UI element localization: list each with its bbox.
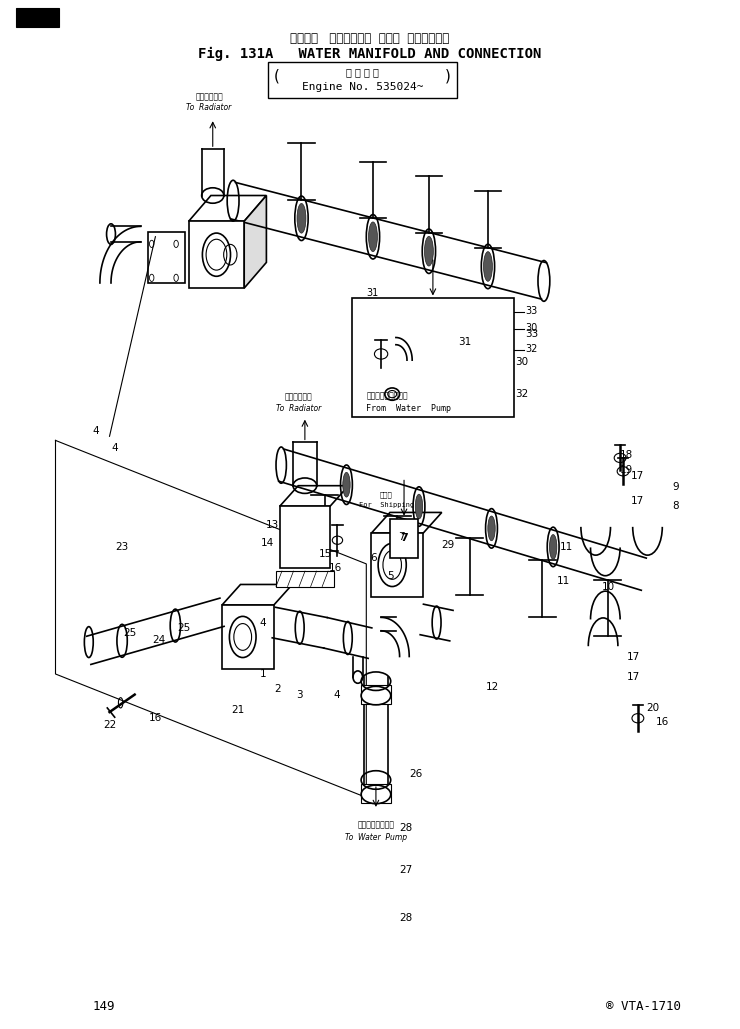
Text: 5: 5 [388, 571, 394, 581]
Polygon shape [280, 486, 349, 506]
Text: 9: 9 [673, 482, 679, 492]
Text: 7: 7 [400, 533, 408, 543]
Text: 16: 16 [656, 717, 669, 728]
Text: ): ) [445, 68, 451, 83]
Text: 21: 21 [232, 705, 245, 715]
Text: 24: 24 [152, 635, 166, 645]
Bar [189, 221, 244, 288]
Text: 30: 30 [525, 323, 538, 333]
Text: 32: 32 [525, 344, 538, 354]
Text: 13: 13 [266, 520, 279, 530]
Text: 25: 25 [123, 628, 136, 638]
Text: 18: 18 [619, 450, 633, 460]
Bar [361, 784, 391, 803]
Text: 4: 4 [260, 617, 266, 628]
Text: 28: 28 [399, 913, 412, 923]
Bar [148, 232, 185, 283]
Text: To  Radiator: To Radiator [276, 403, 322, 413]
Ellipse shape [369, 222, 377, 251]
Text: 19: 19 [619, 465, 633, 475]
Text: 29: 29 [441, 540, 454, 551]
Text: 11: 11 [559, 542, 573, 553]
Text: 26: 26 [409, 769, 423, 779]
Text: 返送品: 返送品 [380, 491, 393, 498]
Polygon shape [222, 584, 292, 605]
Text: 4: 4 [334, 689, 340, 700]
Text: To  Water  Pump: To Water Pump [345, 832, 407, 842]
Text: 17: 17 [627, 672, 640, 682]
Bar [361, 685, 391, 704]
Text: 31: 31 [458, 336, 471, 347]
Text: 4: 4 [112, 442, 118, 453]
Bar [280, 506, 330, 568]
Text: From  Water  Pump: From Water Pump [366, 403, 451, 413]
Text: ウォータポンプへ: ウォータポンプへ [357, 820, 394, 829]
Text: 28: 28 [399, 823, 412, 833]
Ellipse shape [488, 516, 495, 540]
Text: To  Radiator: To Radiator [186, 103, 232, 112]
Text: ラジエータへ: ラジエータへ [285, 392, 313, 401]
Text: 23: 23 [115, 542, 129, 553]
Bar [390, 519, 418, 558]
Text: 10: 10 [602, 581, 615, 592]
Bar [276, 571, 334, 587]
Text: 16: 16 [149, 713, 162, 723]
Text: 20: 20 [646, 703, 659, 713]
Text: ® VTA-1710: ® VTA-1710 [606, 1000, 682, 1013]
Text: (: ( [274, 68, 280, 83]
Ellipse shape [415, 494, 423, 519]
Text: 33: 33 [525, 306, 538, 316]
Text: Engine No. 535024~: Engine No. 535024~ [302, 82, 423, 93]
Text: 30: 30 [515, 357, 528, 367]
Text: 33: 33 [525, 329, 538, 340]
Text: 2: 2 [275, 684, 280, 695]
Text: 適 用 号 機: 適 用 号 機 [346, 67, 379, 77]
Text: 32: 32 [515, 389, 528, 399]
Ellipse shape [343, 472, 350, 497]
Text: 8: 8 [673, 501, 679, 511]
Ellipse shape [483, 252, 492, 281]
Text: 11: 11 [557, 576, 571, 587]
Text: 6: 6 [371, 553, 377, 563]
Bar [222, 605, 274, 669]
Ellipse shape [297, 204, 306, 234]
Polygon shape [371, 512, 442, 533]
Bar [16, 8, 59, 27]
Text: 16: 16 [329, 563, 342, 573]
Bar [268, 62, 457, 98]
Text: ラジエータへ: ラジエータへ [195, 93, 223, 102]
Text: 7: 7 [398, 532, 404, 542]
Text: 3: 3 [297, 689, 303, 700]
Ellipse shape [425, 237, 434, 267]
Text: ウォータ   マニホールド  および  コネクション: ウォータ マニホールド および コネクション [290, 32, 450, 44]
Text: 25: 25 [177, 623, 190, 633]
Text: Fig. 131A   WATER MANIFOLD AND CONNECTION: Fig. 131A WATER MANIFOLD AND CONNECTION [198, 46, 542, 61]
Polygon shape [189, 196, 266, 221]
Text: 17: 17 [631, 496, 645, 506]
Text: 149: 149 [92, 1000, 115, 1013]
Text: 14: 14 [261, 538, 275, 548]
Text: 4: 4 [93, 426, 99, 436]
Text: 17: 17 [631, 471, 645, 482]
Text: 1: 1 [260, 669, 266, 679]
Text: 22: 22 [103, 720, 116, 731]
Text: 15: 15 [319, 548, 332, 559]
Text: 31: 31 [366, 288, 379, 298]
Text: ウォータポンプから: ウォータポンプから [366, 391, 408, 400]
Bar [352, 298, 514, 417]
Text: 27: 27 [399, 864, 412, 875]
Text: 12: 12 [486, 682, 500, 693]
Text: 17: 17 [627, 651, 640, 662]
Polygon shape [244, 196, 266, 288]
Ellipse shape [549, 535, 557, 560]
Bar [371, 533, 423, 597]
Text: For  Shipping: For Shipping [359, 502, 414, 508]
